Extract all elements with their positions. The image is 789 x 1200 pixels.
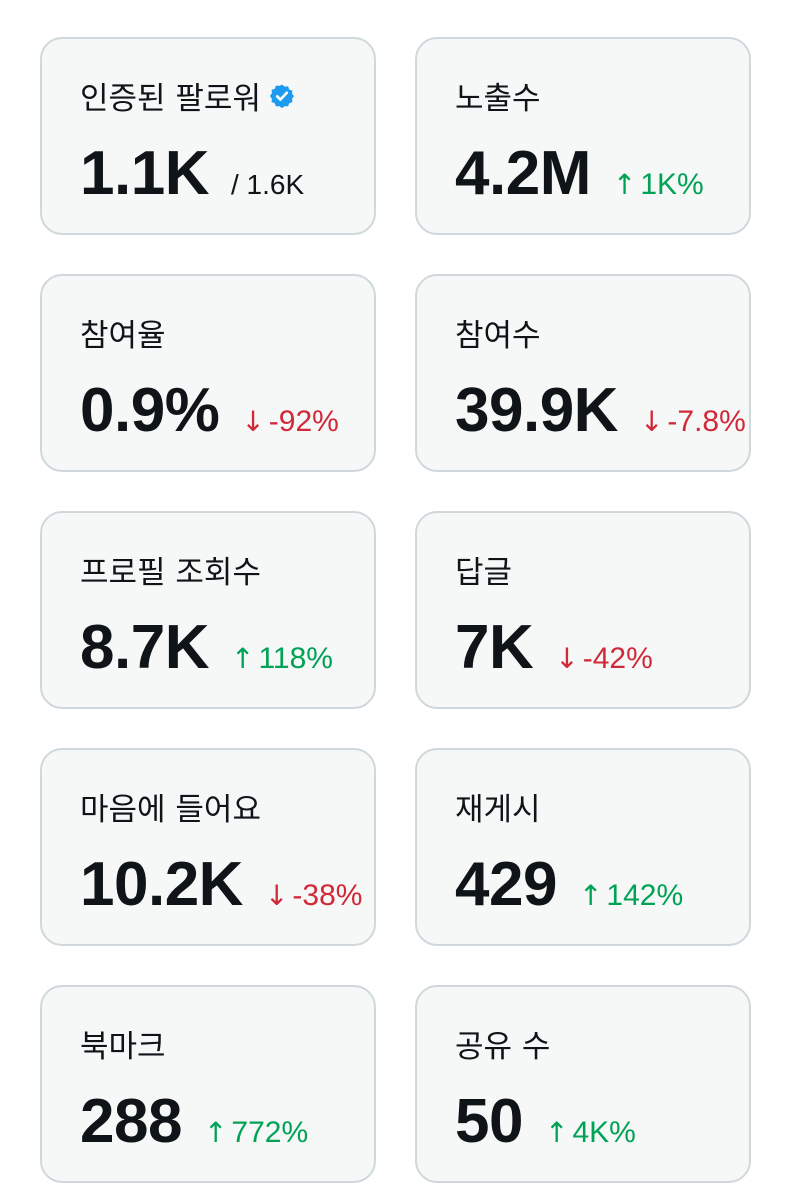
metric-change: ↓ -92% xyxy=(241,405,339,439)
metric-value: 10.2K xyxy=(80,850,243,919)
metric-value: 429 xyxy=(455,850,557,919)
metric-value: 7K xyxy=(455,613,534,682)
metric-change: ↑ 1K% xyxy=(613,168,704,202)
arrow-down-icon: ↓ xyxy=(639,405,664,438)
metric-card-replies[interactable]: 답글 7K ↓ -42% xyxy=(415,511,751,709)
metric-label-text: 인증된 팔로워 xyxy=(80,81,261,117)
arrow-down-icon: ↓ xyxy=(241,405,265,438)
metric-value: 39.9K xyxy=(455,376,618,445)
metric-change-value: 4K% xyxy=(572,1116,636,1149)
metric-change: ↑ 772% xyxy=(204,1116,308,1150)
metric-card-impressions[interactable]: 노출수 4.2M ↑ 1K% xyxy=(415,37,751,235)
metric-card-verified-followers[interactable]: 인증된 팔로워 1.1K / 1.6K xyxy=(40,37,376,235)
metric-card-reposts[interactable]: 재게시 429 ↑ 142% xyxy=(415,748,751,946)
metric-change-value: -7.8% xyxy=(667,405,746,438)
metric-value: 50 xyxy=(455,1087,523,1156)
arrow-up-icon: ↑ xyxy=(230,642,255,675)
metric-value: 1.1K xyxy=(80,139,209,208)
metric-row: 429 ↑ 142% xyxy=(455,854,683,916)
metric-label: 마음에 들어요 xyxy=(80,792,261,828)
metric-value: 0.9% xyxy=(80,376,220,445)
metric-label: 답글 xyxy=(455,555,513,591)
metric-row: 50 ↑ 4K% xyxy=(455,1091,636,1153)
metric-change-value: 118% xyxy=(258,642,333,675)
metric-card-bookmarks[interactable]: 북마크 288 ↑ 772% xyxy=(40,985,376,1183)
metric-total: / 1.6K xyxy=(230,169,305,200)
metric-row: 7K ↓ -42% xyxy=(455,617,653,679)
metric-label: 노출수 xyxy=(455,81,541,117)
metric-label: 재게시 xyxy=(455,792,541,828)
metric-label: 인증된 팔로워 xyxy=(80,73,295,118)
metric-change-value: -92% xyxy=(268,405,339,438)
metric-label: 프로필 조회수 xyxy=(80,555,261,591)
metric-card-engagements[interactable]: 참여수 39.9K ↓ -7.8% xyxy=(415,274,751,472)
metric-label: 북마크 xyxy=(80,1029,166,1065)
arrow-up-icon: ↑ xyxy=(544,1116,569,1149)
metric-card-shares[interactable]: 공유 수 50 ↑ 4K% xyxy=(415,985,751,1183)
metric-label: 참여율 xyxy=(80,318,166,354)
metric-change-value: 772% xyxy=(231,1116,309,1149)
arrow-up-icon: ↑ xyxy=(203,1116,228,1149)
metric-row: 10.2K ↓ -38% xyxy=(80,854,362,916)
metric-label: 참여수 xyxy=(455,318,541,354)
metric-row: 0.9% ↓ -92% xyxy=(80,380,339,442)
metric-change-value: 1K% xyxy=(640,168,704,201)
metric-row: 39.9K ↓ -7.8% xyxy=(455,380,746,442)
metric-value: 8.7K xyxy=(80,613,209,682)
metric-change: ↑ 142% xyxy=(579,879,683,913)
metric-value: 288 xyxy=(80,1087,182,1156)
metric-row: 288 ↑ 772% xyxy=(80,1091,308,1153)
arrow-up-icon: ↑ xyxy=(578,879,603,912)
metric-change: ↓ -38% xyxy=(265,879,363,913)
arrow-down-icon: ↓ xyxy=(555,642,579,675)
metric-row: 1.1K / 1.6K xyxy=(80,143,304,205)
metric-row: 4.2M ↑ 1K% xyxy=(455,143,704,205)
metric-change-value: -42% xyxy=(582,642,653,675)
metric-card-engagement-rate[interactable]: 참여율 0.9% ↓ -92% xyxy=(40,274,376,472)
metric-change: ↓ -42% xyxy=(555,642,653,676)
metric-label: 공유 수 xyxy=(455,1029,551,1065)
metric-card-likes[interactable]: 마음에 들어요 10.2K ↓ -38% xyxy=(40,748,376,946)
arrow-up-icon: ↑ xyxy=(612,168,637,201)
arrow-down-icon: ↓ xyxy=(264,879,289,912)
verified-badge-icon xyxy=(269,84,295,108)
metric-card-profile-visits[interactable]: 프로필 조회수 8.7K ↑ 118% xyxy=(40,511,376,709)
metric-change: ↑ 118% xyxy=(231,642,333,676)
metric-change: ↓ -7.8% xyxy=(640,405,746,439)
metric-change-value: 142% xyxy=(606,879,684,912)
metric-change-value: -38% xyxy=(292,879,363,912)
metric-value: 4.2M xyxy=(455,139,591,208)
metric-row: 8.7K ↑ 118% xyxy=(80,617,333,679)
metric-change: ↑ 4K% xyxy=(545,1116,636,1150)
